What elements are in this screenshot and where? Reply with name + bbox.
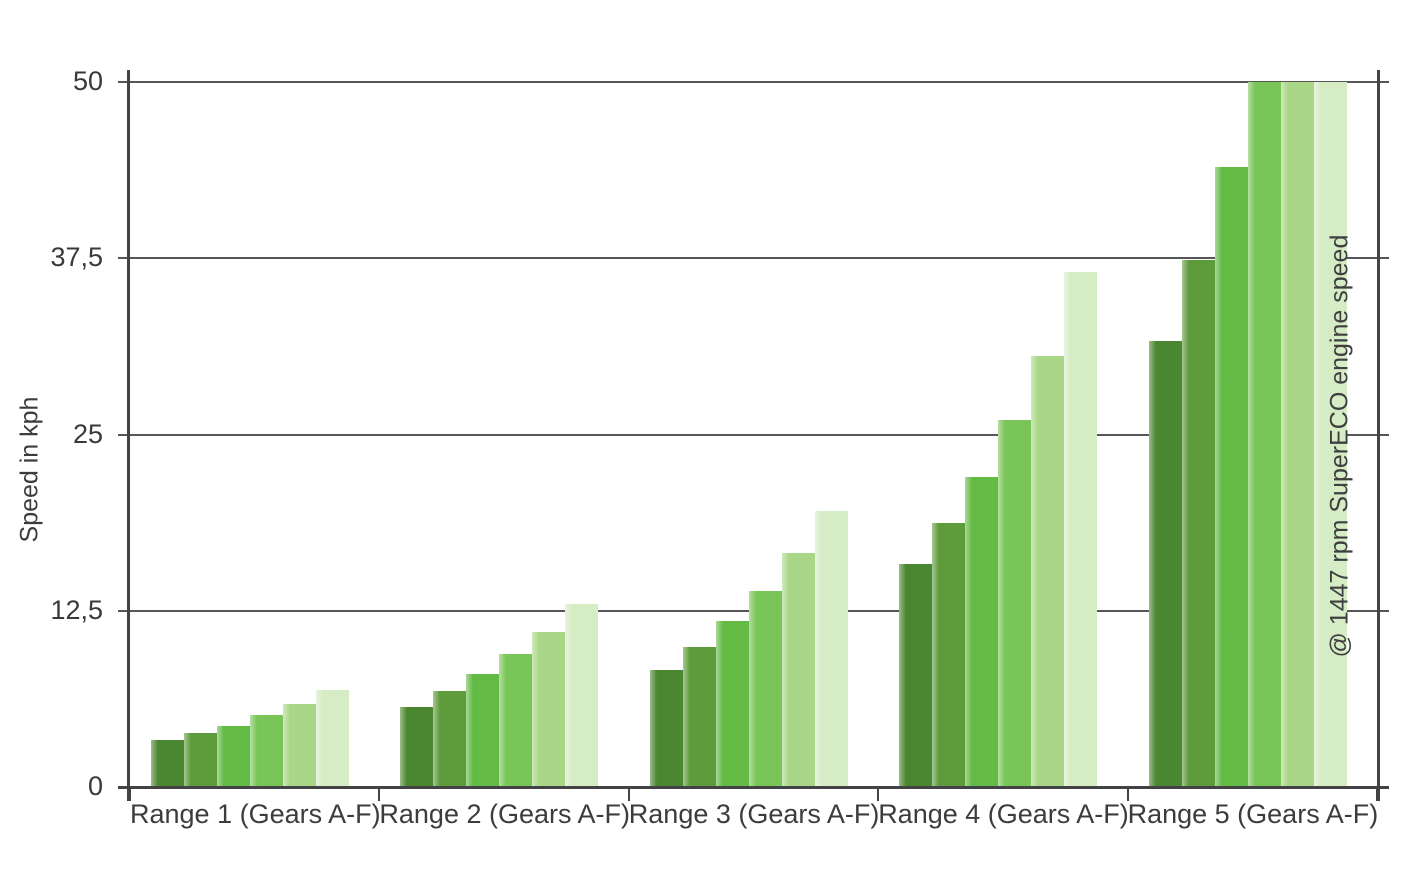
x-category-label: Range 2 (Gears A-F) (379, 799, 630, 829)
bar-range4-gear-b (932, 523, 966, 788)
bar-range2-gear-e (532, 631, 566, 788)
bar-range5-gear-d (1247, 82, 1281, 788)
bar-range3-gear-a (649, 669, 683, 788)
bar-range5-gear-b (1181, 259, 1215, 788)
y-tick-label: 50 (72, 66, 103, 96)
bar-range4-gear-a (899, 564, 933, 788)
bar-range4-gear-d (998, 420, 1032, 788)
y-axis-right (1377, 70, 1380, 801)
x-axis-tick (627, 787, 630, 801)
x-category-label: Range 5 (Gears A-F) (1127, 799, 1379, 829)
engine-speed-annotation: @ 1447 rpm SuperECO engine speed (1325, 234, 1354, 658)
y-tick-label: 0 (87, 771, 103, 801)
bar-range1-gear-d (250, 715, 283, 788)
x-category-label: Range 1 (Gears A-F) (130, 799, 381, 829)
bar-range5-gear-f (1313, 82, 1347, 788)
x-axis-tick (877, 787, 880, 801)
bar-range4-gear-f (1064, 272, 1098, 788)
gridline-25 (118, 433, 1389, 436)
y-tick-label: 12,5 (50, 594, 103, 625)
bar-range5-gear-c (1214, 166, 1248, 788)
bar-range5-gear-a (1148, 341, 1182, 788)
bar-range1-gear-b (184, 733, 217, 788)
bar-range4-gear-c (965, 476, 999, 788)
bar-range3-gear-e (781, 552, 815, 788)
gridline-37,5 (118, 257, 1389, 260)
bar-range3-gear-c (715, 620, 749, 788)
x-category-label: Range 3 (Gears A-F) (628, 799, 880, 829)
bar-range1-gear-a (151, 740, 184, 788)
x-category-label: Range 4 (Gears A-F) (878, 799, 1129, 829)
x-axis-tick (1126, 787, 1129, 801)
bar-range2-gear-f (565, 603, 599, 788)
bar-range2-gear-d (499, 654, 533, 788)
bar-range1-gear-f (316, 689, 349, 788)
x-axis-tick (378, 787, 381, 801)
gridline-50 (118, 81, 1389, 83)
bar-range1-gear-e (283, 703, 316, 788)
bar-range4-gear-e (1031, 355, 1065, 788)
bar-range2-gear-b (433, 691, 467, 788)
bar-range3-gear-d (748, 591, 782, 788)
x-axis-baseline (118, 786, 1389, 789)
bar-range2-gear-a (400, 706, 434, 788)
bar-range2-gear-c (466, 674, 500, 788)
y-tick-label: 37,5 (50, 242, 103, 273)
bar-range3-gear-f (814, 510, 848, 788)
bar-range1-gear-c (217, 726, 250, 788)
y-axis-title: Speed in kph (15, 396, 44, 543)
bar-range5-gear-e (1280, 82, 1314, 788)
bar-range3-gear-b (682, 647, 716, 788)
x-axis-tick (129, 787, 131, 801)
y-tick-label: 25 (72, 418, 103, 449)
y-axis-left (127, 70, 130, 801)
